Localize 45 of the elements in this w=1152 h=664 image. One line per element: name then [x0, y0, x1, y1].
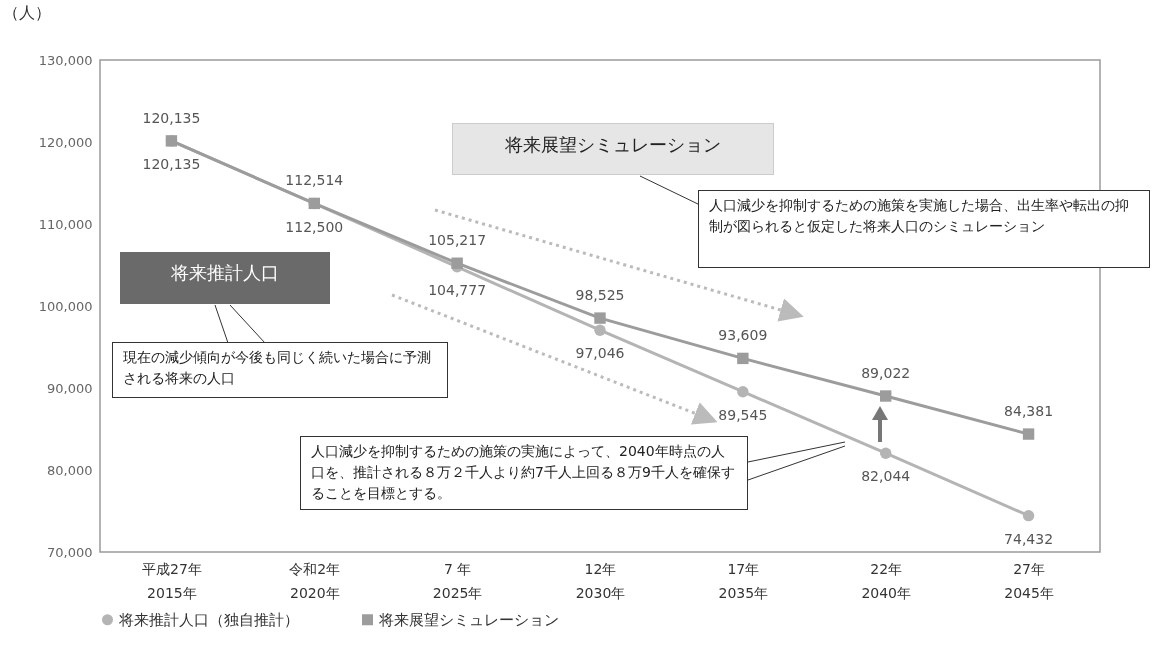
- x-tick-label: 12年 2030年: [575, 560, 626, 601]
- legend-label: 将来展望シミュレーション: [378, 610, 559, 629]
- callout-box: 人口減少を抑制するための施策を実施した場合、出生率や転出の抑制が図られると仮定した将来人口のシミュレーション: [698, 190, 1150, 268]
- data-label: 120,135: [142, 155, 201, 172]
- data-label: 89,545: [718, 406, 768, 423]
- point: [451, 257, 463, 269]
- x-tick-label: 令和2年 2020年: [289, 560, 341, 601]
- x-tick-label: 平成27年 2015年: [142, 560, 202, 601]
- y-tick-label: 120,000: [38, 134, 93, 150]
- y-tick-label: 70,000: [47, 544, 93, 560]
- callout-box: 将来展望シミュレーション: [452, 123, 774, 175]
- y-axis-title: （人）: [2, 2, 51, 22]
- callout-box: 現在の減少傾向が今後も同じく続いた場合に予測される将来の人口: [112, 342, 448, 398]
- x-tick-label: 7 年 2025年: [432, 560, 483, 601]
- point: [594, 312, 606, 324]
- data-label: 104,777: [428, 281, 487, 298]
- point: [1022, 509, 1035, 522]
- point: [594, 324, 606, 336]
- point: [880, 447, 892, 459]
- data-label: 82,044: [861, 468, 911, 485]
- data-label: 84,381: [1004, 403, 1054, 420]
- point: [1022, 428, 1035, 440]
- x-tick-label: 22年 2040年: [861, 560, 912, 601]
- x-tick-label: 17年 2035年: [718, 560, 769, 601]
- callout-box: 人口減少を抑制するための施策の実施によって、2040年時点の人口を、推計される８万２千人より約7千人上回る８万9千人を確保することを目標とする。: [300, 436, 748, 510]
- y-tick-label: 130,000: [38, 52, 93, 68]
- data-label: 98,525: [575, 287, 625, 304]
- data-label: 93,609: [718, 327, 768, 344]
- y-tick-label: 80,000: [47, 462, 93, 478]
- y-tick-label: 90,000: [47, 380, 93, 396]
- data-label: 112,514: [285, 172, 344, 189]
- legend-label: 将来推計人口（独自推計）: [118, 610, 299, 629]
- callout-box: 将来推計人口: [120, 252, 330, 304]
- point: [880, 390, 892, 402]
- data-label: 120,135: [142, 109, 201, 126]
- data-label: 74,432: [1004, 530, 1054, 547]
- y-tick-label: 110,000: [38, 216, 93, 232]
- point: [737, 352, 749, 365]
- point: [737, 386, 749, 398]
- data-label: 105,217: [428, 232, 487, 249]
- data-label: 97,046: [575, 345, 625, 362]
- data-label: 89,022: [861, 365, 911, 382]
- x-tick-label: 27年 2045年: [1004, 560, 1054, 601]
- y-tick-label: 100,000: [38, 298, 93, 314]
- data-label: 112,500: [285, 218, 344, 235]
